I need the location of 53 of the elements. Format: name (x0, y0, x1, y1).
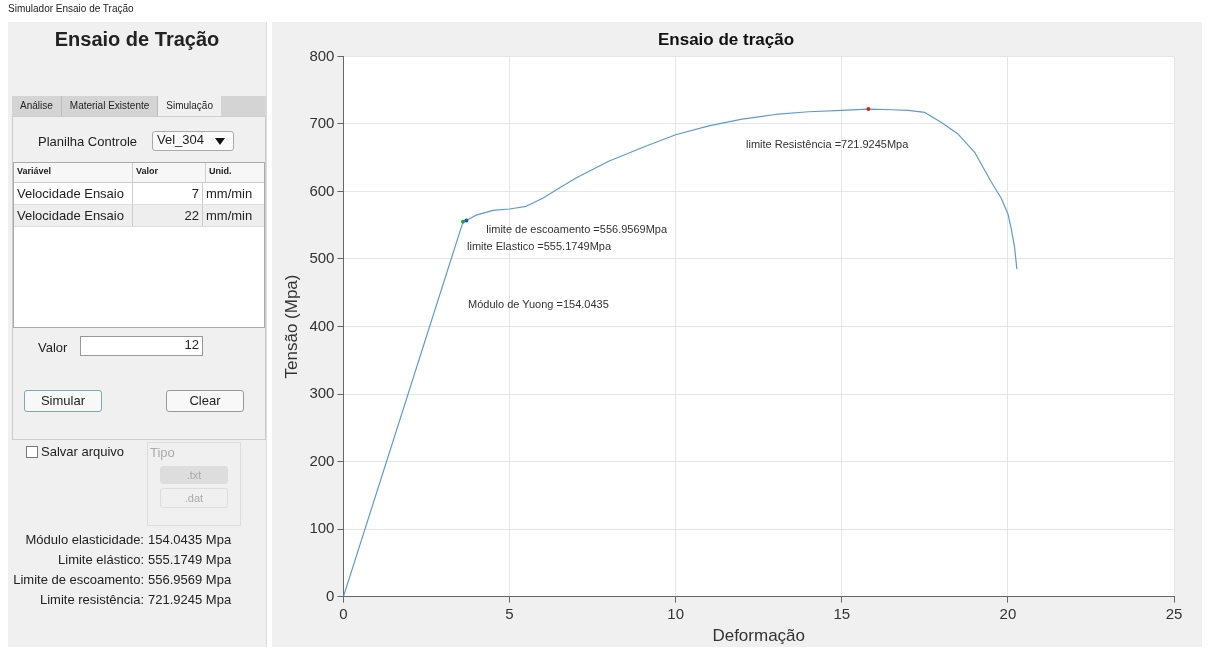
y-tick-label: 600 (309, 181, 335, 199)
text: Módulo elasticidade: (24, 532, 145, 547)
y-tick-label: 400 (309, 316, 335, 334)
text: Variável (14, 163, 133, 182)
text: 721.9245 Mpa (148, 592, 232, 607)
text: Valor (38, 340, 68, 355)
x-tick-label: 0 (339, 604, 348, 622)
text: Tipo (149, 444, 176, 462)
text: .dat (160, 488, 228, 508)
text: Salvar arquivo (41, 444, 125, 459)
text: 556.9569 Mpa (148, 572, 232, 587)
text: 22 (133, 205, 203, 226)
y-tick-label: 300 (309, 384, 335, 402)
y-tick-label: 500 (309, 249, 335, 267)
x-tick-label: 20 (999, 604, 1017, 622)
annotation: limite Elastico =555.1749Mpa (467, 240, 612, 253)
text: Velocidade Ensaio (14, 183, 133, 204)
x-tick-label: 15 (833, 604, 851, 622)
text: Simulador Ensaio de Tração (8, 3, 134, 14)
y-tick-label: 100 (309, 519, 335, 537)
y-tick-label: 0 (326, 586, 335, 604)
y-tick-label: 800 (309, 46, 335, 64)
annotation: limite de escoamento =556.9569Mpa (486, 223, 668, 236)
text: mm/min (205, 185, 253, 203)
text: Ensaio de Tração (53, 28, 221, 51)
text: Limite resistência: (38, 592, 145, 607)
text: Velocidade Ensaio (14, 205, 133, 226)
x-tick-label: 10 (667, 604, 684, 622)
x-axis-title: Deformação (712, 626, 806, 646)
text: 7 (133, 183, 203, 204)
x-tick-label: 5 (505, 604, 514, 622)
text: Simular (24, 390, 102, 412)
text: Clear (166, 390, 244, 412)
x-tick-label: 25 (1165, 604, 1183, 622)
y-tick-label: 700 (309, 114, 335, 132)
y-axis-title: Tensão (Mpa) (281, 274, 301, 379)
text: Material Existente (61, 96, 159, 116)
text: 12 (80, 336, 203, 356)
annotation: limite Resistência =721.9245Mpa (746, 137, 910, 150)
annotation: Módulo de Yuong =154.0435 (468, 297, 609, 310)
y-tick-label: 200 (309, 451, 335, 469)
text: Análise (12, 96, 62, 116)
text: Unid. (208, 165, 233, 178)
chart-title: Ensaio de tração (657, 29, 795, 49)
text: Simulação (158, 96, 221, 116)
text: 154.0435 Mpa (148, 532, 232, 547)
text: Vel_304 (152, 131, 234, 151)
text: Valor (133, 163, 206, 182)
text: 555.1749 Mpa (148, 552, 232, 567)
text: mm/min (205, 207, 253, 225)
text: Limite de escoamento: (12, 572, 145, 587)
text: Limite elástico: (57, 552, 145, 567)
text: Planilha Controle (38, 134, 138, 149)
